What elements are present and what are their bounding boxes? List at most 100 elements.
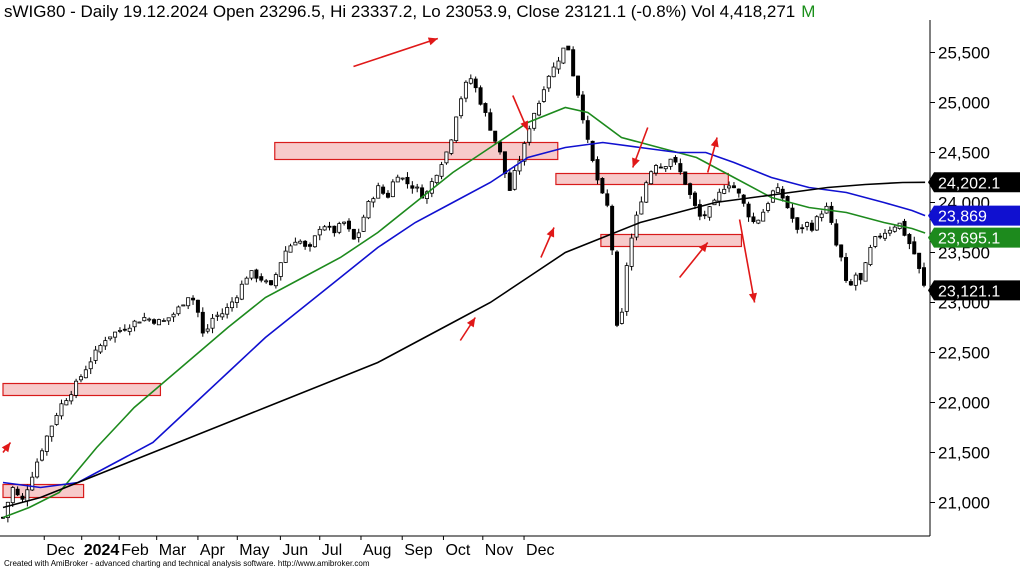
candle-body <box>20 495 25 500</box>
candle-body <box>283 250 288 263</box>
x-tick-label: Dec <box>526 542 554 559</box>
candle-body <box>147 318 152 321</box>
candle-body <box>269 280 274 286</box>
candle-body <box>225 307 230 315</box>
candle-body <box>83 369 88 379</box>
candle-body <box>254 269 259 279</box>
y-tick-label: 24,500 <box>938 144 990 163</box>
candle-body <box>502 151 507 175</box>
candle-body <box>205 328 210 332</box>
candle-body <box>493 130 498 142</box>
candle-body <box>69 394 74 402</box>
candle-body <box>161 320 166 322</box>
price-zone <box>2 382 162 397</box>
candle-body <box>230 301 235 309</box>
arrow-head <box>698 242 708 253</box>
candle-body <box>410 185 415 189</box>
x-tick-label: Aug <box>363 542 391 559</box>
candle-body <box>873 236 878 247</box>
candle-body <box>376 185 381 199</box>
candle-body <box>790 207 795 219</box>
candle-body <box>30 476 35 491</box>
candle-body <box>853 274 858 286</box>
candle-body <box>308 244 313 247</box>
moving-average-line <box>2 106 926 519</box>
candle-body <box>907 234 912 245</box>
x-tick-label: Mar <box>159 542 187 559</box>
candle-body <box>844 257 849 281</box>
candle-body <box>181 304 186 307</box>
candle-body <box>488 112 493 131</box>
candle-body <box>722 188 727 194</box>
candle-body <box>400 177 405 180</box>
candle-body <box>610 205 615 251</box>
candles <box>0 45 927 523</box>
candle-body <box>210 317 215 329</box>
candle-body <box>629 237 634 267</box>
y-tick-label: 25,500 <box>938 44 990 63</box>
candle-body <box>727 185 732 189</box>
arrow-head <box>520 120 528 131</box>
annotation-arrows <box>1 37 757 453</box>
close-value: 23121.1 <box>564 2 627 21</box>
candle-body <box>176 306 181 315</box>
candle-body <box>761 211 766 222</box>
candle-body <box>142 317 147 322</box>
candle-body <box>127 327 132 332</box>
candle-body <box>239 283 244 300</box>
arrow-shaft <box>738 219 756 303</box>
candle-body <box>658 166 663 169</box>
candle-body <box>868 247 873 265</box>
open-label: Open <box>212 2 255 21</box>
candle-body <box>439 164 444 177</box>
candle-body <box>249 270 254 279</box>
candle-body <box>244 277 249 285</box>
arrow-shaft <box>353 37 439 68</box>
candle-body <box>551 66 556 78</box>
candle-body <box>395 176 400 183</box>
candle-body <box>264 280 269 283</box>
candle-body <box>117 330 122 332</box>
arrow-head <box>1 442 11 453</box>
candle-body <box>434 174 439 184</box>
candle-body <box>809 222 814 231</box>
candle-body <box>278 262 283 277</box>
candle-body <box>541 89 546 102</box>
candle-body <box>342 221 347 224</box>
candle-body <box>770 190 775 203</box>
value-label-text: 23,869 <box>938 209 987 226</box>
candle-body <box>546 75 551 89</box>
candle-body <box>366 201 371 219</box>
vol-label: Vol <box>691 2 715 21</box>
candle-body <box>64 400 69 406</box>
candle-body <box>35 461 40 478</box>
period: Daily <box>80 2 119 21</box>
candle-body <box>751 216 756 223</box>
x-tick-label: Jun <box>282 542 308 559</box>
arrow-head <box>710 137 719 148</box>
candle-body <box>288 245 293 253</box>
candle-body <box>619 311 624 324</box>
value-label-text: 24,202.1 <box>938 175 1000 192</box>
candle-body <box>653 165 658 174</box>
chart-title: sWIG80 - Daily 19.12.2024 Open 23296.5, … <box>4 2 816 21</box>
x-tick-label: Jul <box>322 542 342 559</box>
close-label: Close <box>516 2 560 21</box>
candle-body <box>522 143 527 162</box>
candle-body <box>473 78 478 89</box>
candle-body <box>166 317 171 322</box>
y-tick-label: 23,500 <box>938 244 990 263</box>
candle-body <box>805 222 810 227</box>
candle-body <box>649 171 654 185</box>
candle-body <box>678 163 683 173</box>
candle-body <box>454 116 459 142</box>
candle-body <box>327 225 332 228</box>
x-tick-label: Feb <box>121 542 149 559</box>
candle-body <box>273 274 278 287</box>
candle-body <box>463 81 468 99</box>
candle-body <box>78 376 83 381</box>
candle-body <box>303 240 308 247</box>
candle-body <box>883 232 888 239</box>
candle-body <box>468 78 473 84</box>
